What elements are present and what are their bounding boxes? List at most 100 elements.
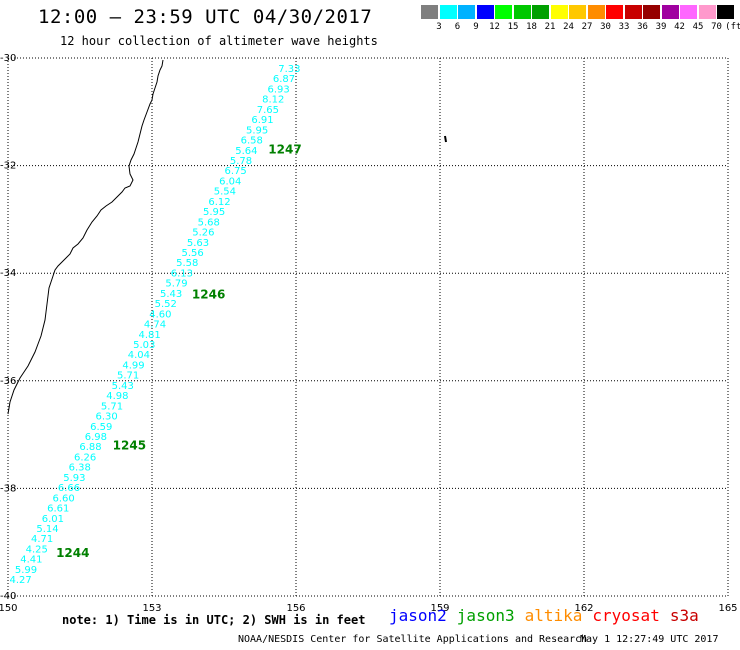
latitude-label: -40 <box>0 591 16 602</box>
swh-value: 7.65 <box>257 105 279 116</box>
swh-value: 5.95 <box>246 125 268 136</box>
color-swatch <box>661 5 679 19</box>
color-swatch <box>458 5 475 19</box>
swh-value: 6.88 <box>79 442 101 453</box>
swh-value: 4.41 <box>20 555 42 566</box>
color-swatch <box>513 5 531 19</box>
swh-value: 5.79 <box>165 279 187 290</box>
pass-time-label: 1244 <box>56 546 89 560</box>
swh-value: 5.78 <box>230 156 252 167</box>
coastline <box>7 59 164 415</box>
swh-value: 5.54 <box>214 187 236 198</box>
color-scale-label: 33 <box>618 22 630 32</box>
color-scale-label: 42 <box>674 22 685 32</box>
swh-value: 6.75 <box>225 166 247 177</box>
satellite-legend-cryosat: cryosat <box>592 606 660 625</box>
color-scale-label: 39 <box>655 22 667 32</box>
swh-value: 6.59 <box>90 422 112 433</box>
color-scale-label: 18 <box>526 22 537 32</box>
color-scale-label: 70 <box>711 22 722 32</box>
swh-value: 5.14 <box>36 524 58 535</box>
color-swatch <box>495 5 512 19</box>
swh-value: 6.58 <box>241 136 263 147</box>
latitude-label: -30 <box>0 53 16 64</box>
color-swatch <box>550 5 568 19</box>
longitude-label: 150 <box>0 603 18 614</box>
color-scale-label: 9 <box>473 22 479 32</box>
swh-value: 5.68 <box>198 217 220 228</box>
color-swatch <box>680 5 697 19</box>
color-swatch <box>624 5 642 19</box>
swh-value: 4.74 <box>144 320 166 331</box>
color-swatch <box>643 5 660 19</box>
map-subtitle: 12 hour collection of altimeter wave hei… <box>60 34 378 48</box>
generation-timestamp: May 1 12:27:49 UTC 2017 <box>580 634 719 645</box>
color-swatch <box>532 5 549 19</box>
color-scale-label: 24 <box>563 22 574 32</box>
island-marker <box>444 135 447 143</box>
satellite-legend: jason2 jason3 altika cryosat s3a <box>389 606 709 625</box>
pass-time-label: 1245 <box>113 438 146 452</box>
color-scale-label: 45 <box>692 22 704 32</box>
swh-value: 5.63 <box>187 238 209 249</box>
swh-value: 4.25 <box>26 544 48 555</box>
color-swatch <box>421 5 438 19</box>
color-swatch <box>717 5 734 19</box>
swh-value: 7.33 <box>278 64 300 75</box>
pass-time-label: 1246 <box>192 288 225 302</box>
color-scale-label: 3 <box>436 22 442 32</box>
color-scale-label: 27 <box>581 22 593 32</box>
satellite-legend-s3a: s3a <box>669 606 699 625</box>
color-scale-label: 6 <box>454 22 461 32</box>
longitude-label: 156 <box>286 603 305 614</box>
color-scale-label: 21 <box>544 22 556 32</box>
swh-value: 5.64 <box>235 146 257 157</box>
swh-value: 6.38 <box>69 463 91 474</box>
color-scale-label: 12 <box>489 22 500 32</box>
swh-value: 6.01 <box>42 514 64 525</box>
color-swatch <box>569 5 586 19</box>
swh-value: 5.99 <box>15 565 37 576</box>
swh-value: 5.03 <box>133 340 155 351</box>
swh-value: 5.43 <box>112 381 134 392</box>
swh-value: 6.13 <box>171 268 193 279</box>
longitude-label: 153 <box>142 603 161 614</box>
swh-value: 5.43 <box>160 289 182 300</box>
swh-value: 4.60 <box>149 309 171 320</box>
swh-value: 4.99 <box>122 360 144 371</box>
swh-value: 5.71 <box>101 401 123 412</box>
swh-value: 6.26 <box>74 452 96 463</box>
swh-value: 4.04 <box>128 350 150 361</box>
map-grid <box>7 57 729 597</box>
satellite-legend-jason2: jason2 <box>389 606 447 625</box>
swh-value: 6.30 <box>95 412 117 423</box>
satellite-legend-altika: altika <box>524 606 583 625</box>
pass-time-label: 1247 <box>268 142 301 156</box>
swh-value: 4.27 <box>9 575 31 586</box>
swh-value: 6.87 <box>273 74 295 85</box>
jason3-track: 7.336.876.938.127.656.915.956.585.645.78… <box>9 64 300 586</box>
swh-value: 6.12 <box>208 197 230 208</box>
swh-value: 4.71 <box>31 534 53 545</box>
latitude-label: -38 <box>0 483 16 494</box>
latitude-label: -34 <box>0 268 16 279</box>
swh-value: 5.56 <box>181 248 203 259</box>
units-note: note: 1) Time is in UTC; 2) SWH is in fe… <box>62 613 366 627</box>
color-scale-unit: (ft) <box>725 22 740 32</box>
color-scale-label: 30 <box>600 22 611 32</box>
color-swatch <box>587 5 605 19</box>
swh-value: 5.58 <box>176 258 198 269</box>
swh-value: 5.26 <box>192 228 214 239</box>
latitude-label: -32 <box>0 161 16 172</box>
swh-value: 6.91 <box>251 115 273 126</box>
swh-value: 4.98 <box>106 391 128 402</box>
swh-value: 8.12 <box>262 95 284 106</box>
swh-value: 6.66 <box>58 483 80 494</box>
color-swatch <box>439 5 457 19</box>
latitude-label: -36 <box>0 376 16 387</box>
color-swatch <box>698 5 716 19</box>
color-scale-label: 36 <box>637 22 648 32</box>
axis-labels: 150 153 156 159 162 165 -30 -32 -34 -36 -38 -40 <box>0 53 738 614</box>
time-labels: 1247 1246 1245 1244 <box>56 142 302 560</box>
